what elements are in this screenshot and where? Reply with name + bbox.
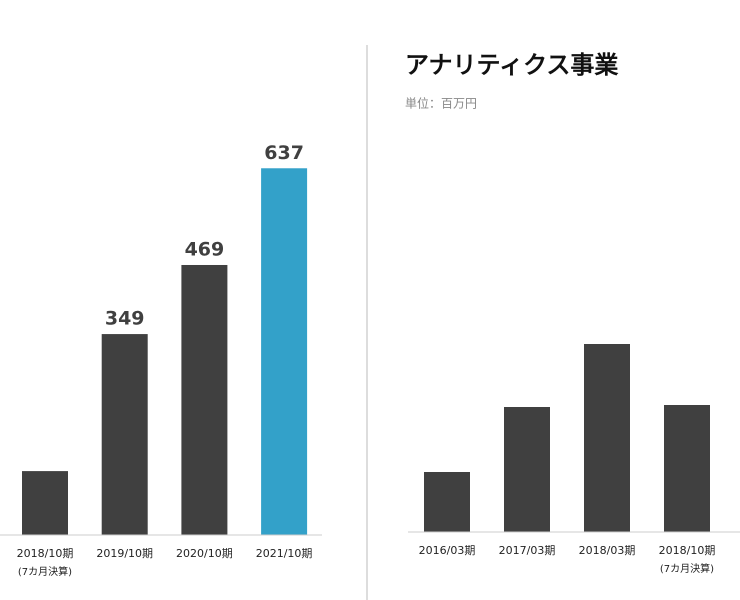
x-tick-label: 2018/10期 — [659, 544, 716, 557]
x-tick-note: (7カ月決算) — [660, 562, 714, 575]
x-tick-note: (7カ月決算) — [18, 565, 72, 578]
chart-subtitle: 単位：百万円 — [405, 96, 477, 111]
value-label: 637 — [264, 142, 304, 164]
bar — [261, 168, 308, 535]
bar — [584, 344, 630, 532]
bar — [22, 471, 68, 535]
x-tick-label: 2020/10期 — [176, 547, 233, 560]
value-label: 349 — [105, 308, 145, 330]
chart-title: アナリティクス事業 — [405, 51, 618, 79]
x-tick-label: 2017/03期 — [499, 544, 556, 557]
x-tick-label: 2021/10期 — [256, 547, 313, 560]
x-tick-label: 2016/03期 — [419, 544, 476, 557]
x-tick-label: 2019/10期 — [96, 547, 153, 560]
bar — [664, 405, 710, 532]
bar — [101, 334, 148, 535]
x-tick-label: 2018/03期 — [579, 544, 636, 557]
bar — [504, 407, 550, 532]
x-tick-label: 2018/10期 — [17, 547, 74, 560]
bar — [181, 264, 228, 535]
bar — [424, 472, 470, 532]
value-label: 469 — [185, 238, 225, 260]
